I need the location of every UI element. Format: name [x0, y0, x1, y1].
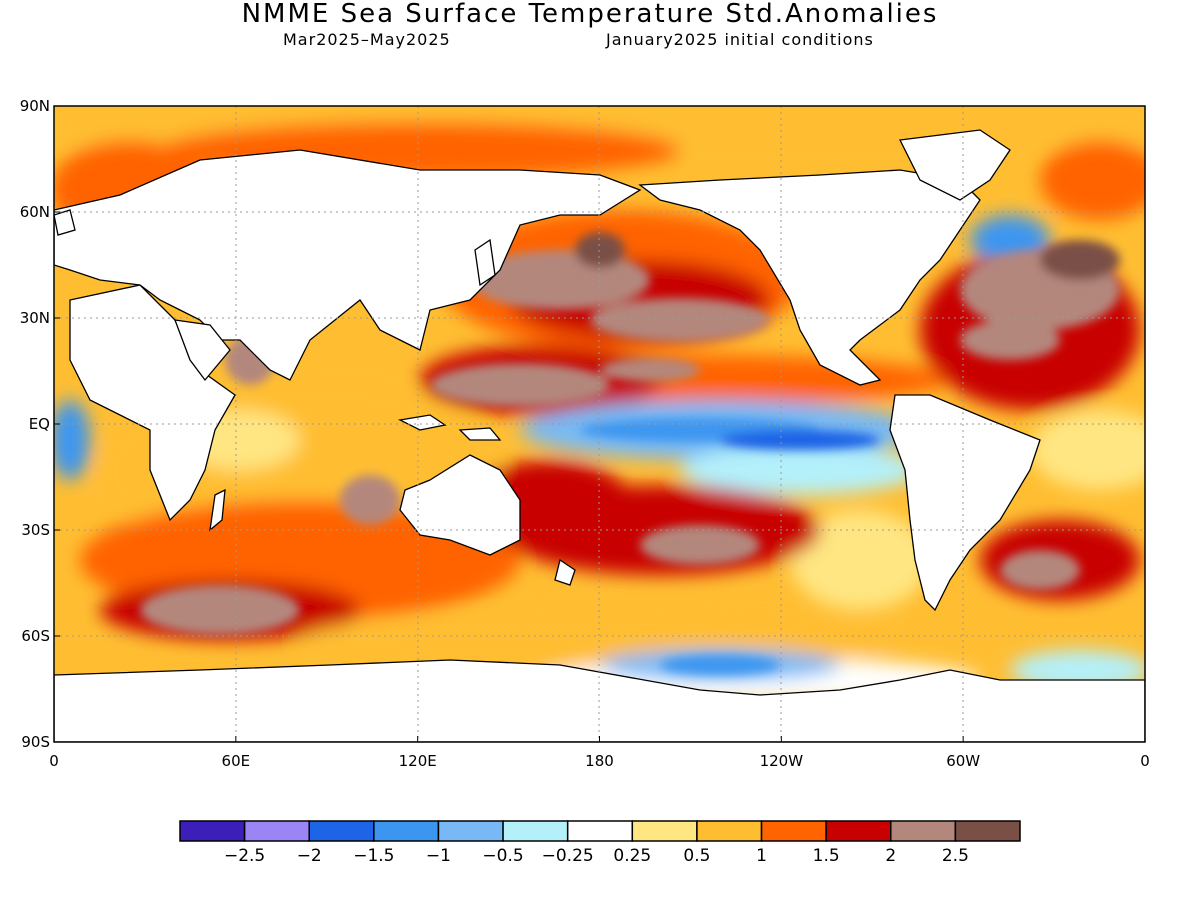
colorbar-label: 1: [756, 846, 767, 866]
colorbar-swatch: [566, 820, 634, 842]
colorbar-label: −1: [426, 846, 451, 866]
y-tick-label: 90S: [21, 733, 50, 751]
colorbar-swatch: [890, 820, 957, 842]
colorbar-swatch: [179, 820, 246, 842]
colorbar-label: 2: [885, 846, 896, 866]
colorbar-swatch: [243, 820, 310, 842]
map-title: NMME Sea Surface Temperature Std.Anomali…: [241, 0, 939, 29]
x-tick-label: 60W: [946, 752, 980, 770]
x-tick-label: 180: [585, 752, 614, 770]
colorbar-label: −1.5: [353, 846, 394, 866]
y-tick-label: 60S: [21, 627, 50, 645]
y-tick-label: 30S: [21, 521, 50, 539]
graticule: [54, 106, 1145, 742]
colorbar-swatch: [954, 820, 1021, 842]
colorbar-swatch: [631, 820, 698, 842]
colorbar-swatch: [437, 820, 504, 842]
x-tick-label: 120E: [399, 752, 437, 770]
colorbar-label: 1.5: [813, 846, 840, 866]
colorbar-label: −0.5: [482, 846, 523, 866]
colorbar-label: 0.25: [613, 846, 651, 866]
colorbar-swatch: [502, 820, 569, 842]
x-tick-label: 0: [49, 752, 59, 770]
x-tick-label: 0: [1140, 752, 1150, 770]
colorbar: −2.5 −2 −1.5 −1 −0.5 −0.25 0.25 0.5 1 1.5 2 2.5: [179, 820, 1021, 866]
x-tick-label: 120W: [760, 752, 804, 770]
y-tick-label: 30N: [20, 309, 50, 327]
y-tick-label: EQ: [29, 415, 50, 433]
colorbar-label: 2.5: [942, 846, 969, 866]
y-tick-label: 60N: [20, 203, 50, 221]
colorbar-label: −2: [297, 846, 322, 866]
colorbar-swatch: [760, 820, 827, 842]
y-axis: 90N 60N 30N EQ 30S 60S 90S: [20, 97, 60, 751]
colorbar-swatch: [825, 820, 892, 842]
colorbar-swatch: [308, 820, 375, 842]
colorbar-swatch: [696, 820, 763, 842]
colorbar-label: 0.5: [683, 846, 710, 866]
x-axis: 0 60E 120E 180 120W 60W 0: [49, 736, 1150, 770]
initial-conditions: January2025 initial conditions: [606, 30, 874, 49]
colorbar-swatch: [373, 820, 440, 842]
y-tick-label: 90N: [20, 97, 50, 115]
colorbar-label: −0.25: [542, 846, 594, 866]
forecast-period: Mar2025–May2025: [283, 30, 451, 49]
x-tick-label: 60E: [222, 752, 251, 770]
colorbar-label: −2.5: [224, 846, 265, 866]
anomaly-field: [54, 106, 1145, 742]
